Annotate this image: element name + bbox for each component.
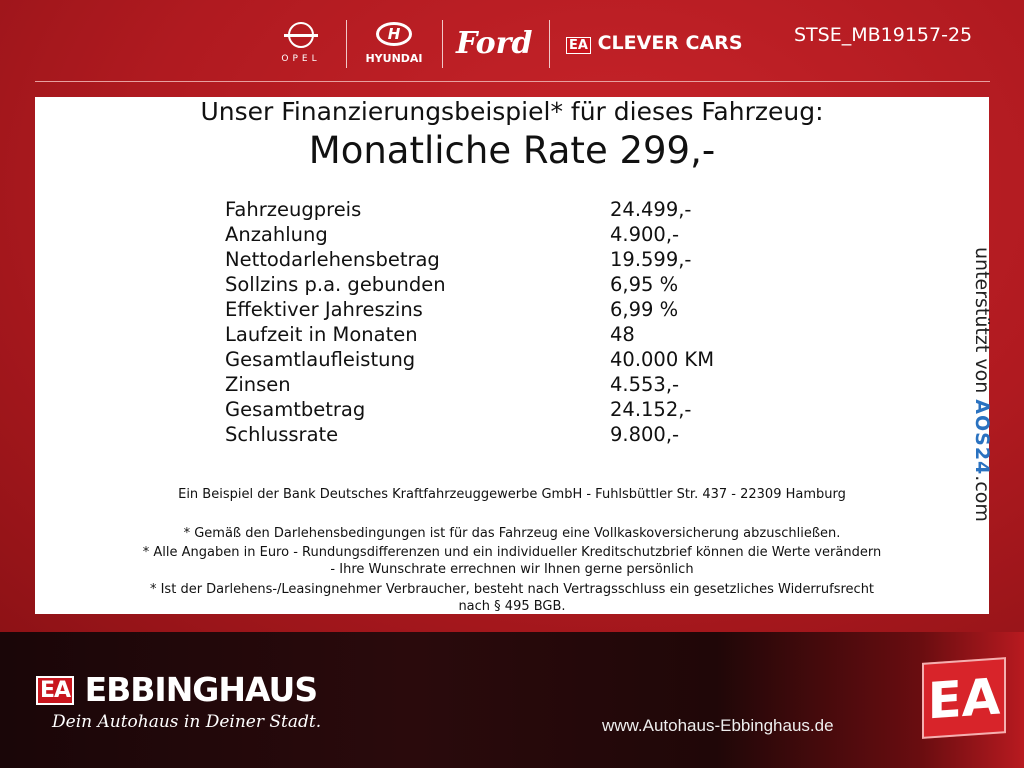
aos24-logo: AOS24	[971, 399, 993, 476]
row-value: 4.900,-	[610, 223, 680, 246]
row-value: 9.800,-	[610, 423, 680, 446]
opel-bolt-icon	[284, 22, 318, 48]
reference-code: STSE_MB19157-25	[794, 24, 973, 46]
footnote: - Ihre Wunschrate errechnen wir Ihnen ge…	[330, 562, 694, 577]
row-value: 19.599,-	[610, 248, 692, 271]
row-label: Fahrzeugpreis	[225, 198, 362, 221]
row-label: Gesamtbetrag	[225, 398, 366, 421]
financing-panel: Unser Finanzierungsbeispiel* für dieses …	[35, 97, 993, 614]
finance-row: Gesamtlaufleistung 40.000 KM	[225, 348, 714, 373]
finance-row: Laufzeit in Monaten 48	[225, 323, 635, 348]
row-value: 24.152,-	[610, 398, 692, 421]
row-label: Anzahlung	[225, 223, 328, 246]
ea-emblem-icon: EA	[922, 657, 1006, 739]
hyundai-logo: H HYUNDAI	[358, 22, 430, 65]
footnote: nach § 495 BGB.	[458, 599, 566, 614]
opel-logo: OPEL	[276, 22, 326, 64]
row-label: Nettodarlehensbetrag	[225, 248, 440, 271]
slogan: Dein Autohaus in Deiner Stadt.	[52, 712, 322, 732]
footnote: * Gemäß den Darlehensbedingungen ist für…	[183, 526, 841, 541]
row-value: 6,95 %	[610, 273, 679, 296]
finance-row: Anzahlung 4.900,-	[225, 223, 679, 248]
row-value: 4.553,-	[610, 373, 680, 396]
row-label: Zinsen	[225, 373, 291, 396]
row-value: 24.499,-	[610, 198, 692, 221]
website-link[interactable]: www.Autohaus-Ebbinghaus.de	[602, 716, 834, 735]
row-label: Schlussrate	[225, 423, 339, 446]
finance-row: Effektiver Jahreszins 6,99 %	[225, 298, 678, 323]
ford-logo: Ford	[456, 26, 533, 61]
ebbinghaus-logo: EA EBBINGHAUS	[36, 670, 318, 709]
finance-row: Schlussrate 9.800,-	[225, 423, 679, 448]
monthly-rate: Monatliche Rate 299,-	[308, 129, 716, 172]
row-label: Laufzeit in Monaten	[225, 323, 418, 346]
row-value: 40.000 KM	[610, 348, 715, 371]
row-label: Gesamtlaufleistung	[225, 348, 416, 371]
header-divider	[35, 81, 990, 82]
row-label: Sollzins p.a. gebunden	[225, 273, 446, 296]
bank-note: Ein Beispiel der Bank Deutsches Kraftfah…	[178, 487, 846, 502]
finance-row: Nettodarlehensbetrag 19.599,-	[225, 248, 691, 273]
footnote: * Alle Angaben in Euro - Rundungsdiffere…	[142, 545, 882, 560]
finance-row: Sollzins p.a. gebunden 6,95 %	[225, 273, 678, 298]
hyundai-h-icon: H	[376, 22, 412, 46]
row-label: Effektiver Jahreszins	[225, 298, 423, 321]
row-value: 48	[610, 323, 635, 346]
intro-text: Unser Finanzierungsbeispiel* für dieses …	[200, 97, 824, 126]
clever-cars-logo: EA CLEVER CARS	[566, 32, 743, 54]
footnote: * Ist der Darlehens-/Leasingnehmer Verbr…	[149, 582, 875, 597]
finance-row: Fahrzeugpreis 24.499,-	[225, 198, 691, 223]
finance-row: Gesamtbetrag 24.152,-	[225, 398, 691, 423]
supported-by-aos24: unterstützt von AOS24.com	[971, 247, 993, 522]
footer-banner: EA EBBINGHAUS Dein Autohaus in Deiner St…	[0, 632, 1024, 768]
finance-row: Zinsen 4.553,-	[225, 373, 679, 398]
row-value: 6,99 %	[610, 298, 679, 321]
